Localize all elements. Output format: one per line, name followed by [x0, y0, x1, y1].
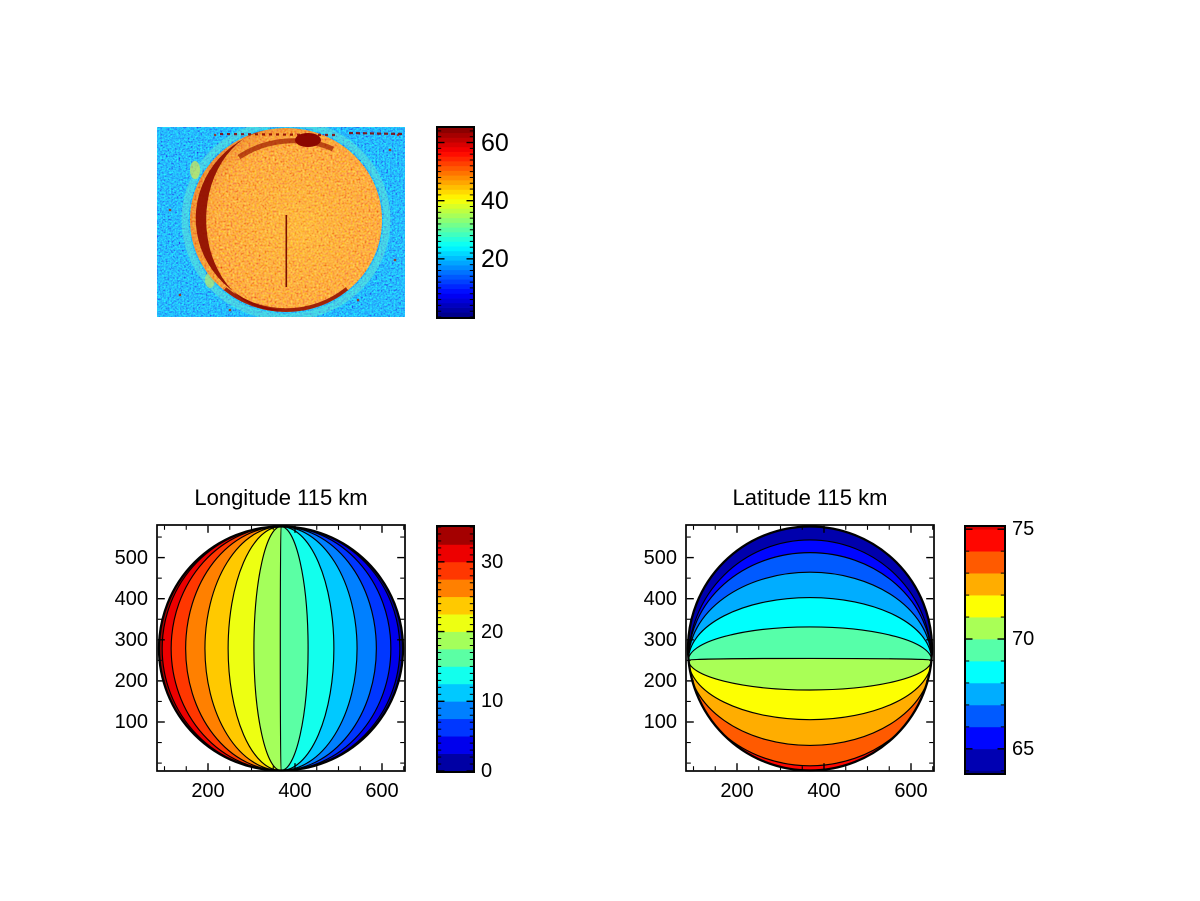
x-tick-label: 400: [278, 780, 312, 802]
colorbar-ticks: [438, 526, 473, 772]
bottom-rim: [221, 287, 351, 312]
radar-image: [157, 127, 405, 317]
y-tick-label: 400: [114, 587, 148, 610]
colorbar-tick-label: 40: [481, 186, 509, 215]
y-tick-label: 100: [114, 711, 148, 733]
top-rim: [237, 138, 334, 160]
colorbar-border: [436, 525, 475, 773]
y-tick-label: 200: [643, 669, 677, 692]
colorbar-border: [964, 525, 1006, 775]
axis-box: [156, 524, 406, 772]
colorbar-tick-label: 30: [481, 550, 504, 573]
colorbar-tick-label: 0: [481, 760, 493, 782]
colorbar-border: [436, 126, 475, 319]
colorbar-tick-label: 20: [481, 620, 504, 643]
planet-disk: [190, 128, 382, 312]
colorbar-ticks: [966, 528, 1004, 772]
longitude-contour-plot: [156, 524, 406, 772]
y-tick-label: 300: [643, 628, 677, 651]
image-colorbar: [436, 126, 475, 319]
latitude-title: Latitude 115 km: [732, 485, 888, 510]
y-tick-label: 200: [114, 669, 148, 692]
x-tick-label: 200: [720, 780, 754, 802]
annotation-dashes: [348, 131, 404, 136]
vertical-line-artifact: [285, 215, 288, 287]
longitude-colorbar: [436, 525, 475, 773]
x-tick-label: 400: [807, 780, 841, 802]
x-tick-label: 200: [191, 780, 225, 802]
axis-ticks: [157, 525, 405, 771]
y-tick-label: 100: [643, 711, 677, 733]
x-tick-label: 600: [365, 780, 399, 802]
contour-bands: [688, 526, 932, 771]
longitude-title: Longitude 115 km: [194, 485, 368, 510]
y-tick-label: 300: [114, 628, 148, 651]
colorbar-bands: [438, 527, 473, 772]
axis-box: [685, 524, 935, 772]
limb-bright-spot: [190, 161, 200, 179]
x-tick-label: 600: [894, 780, 928, 802]
colorbar-tick-label: 65: [1012, 737, 1035, 760]
latitude-colorbar: [964, 525, 1006, 775]
y-tick-label: 500: [643, 546, 677, 569]
colorbar-ticks: [438, 130, 473, 318]
y-tick-label: 400: [643, 587, 677, 610]
axis-ticks: [686, 525, 934, 771]
colorbar-tick-label: 10: [481, 690, 504, 713]
colorbar-bands: [438, 128, 473, 318]
latitude-contour-plot: [685, 524, 935, 772]
colorbar-bands: [966, 527, 1004, 774]
colorbar-tick-label: 75: [1012, 518, 1035, 541]
colorbar-tick-label: 60: [481, 128, 509, 157]
colorbar-tick-label: 20: [481, 244, 509, 273]
contour-bands: [159, 526, 403, 771]
annotation-dashes: [219, 132, 336, 137]
background-speckles: [168, 133, 400, 312]
dark-spot: [295, 133, 321, 147]
y-tick-label: 500: [114, 546, 148, 569]
colorbar-tick-label: 70: [1012, 628, 1035, 651]
limb-halo: [181, 127, 391, 317]
